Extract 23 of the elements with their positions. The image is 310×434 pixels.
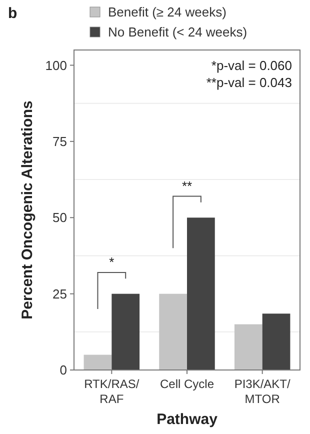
y-tick-label: 75	[52, 134, 67, 149]
annotation: **	[182, 178, 192, 194]
bar	[84, 354, 112, 370]
text: b	[8, 5, 18, 22]
y-tick-label: 25	[52, 286, 67, 302]
x-tick-label: RTK/RAS/ RAF	[84, 377, 140, 406]
bar	[159, 294, 187, 370]
bar	[262, 314, 290, 370]
y-tick-label: 50	[52, 210, 67, 226]
legend-label: Benefit (≥ 24 weeks)	[108, 4, 226, 20]
y-tick-label: 100	[45, 58, 67, 73]
bar	[234, 324, 262, 370]
y-tick-label: 0	[60, 362, 67, 378]
x-axis-title: Pathway	[156, 411, 218, 428]
bar	[187, 218, 215, 370]
x-tick-label: PI3K/AKT/ MTOR	[234, 377, 292, 406]
annotation: *	[109, 254, 114, 270]
annotation: *p-val = 0.060	[211, 58, 292, 73]
x-tick-label: Cell Cycle	[160, 377, 214, 391]
bar	[112, 294, 140, 370]
y-axis-title: Percent Oncogenic Alterations	[19, 100, 36, 320]
legend-label: No Benefit (< 24 weeks)	[108, 24, 248, 40]
annotation: **p-val = 0.043	[206, 75, 292, 90]
